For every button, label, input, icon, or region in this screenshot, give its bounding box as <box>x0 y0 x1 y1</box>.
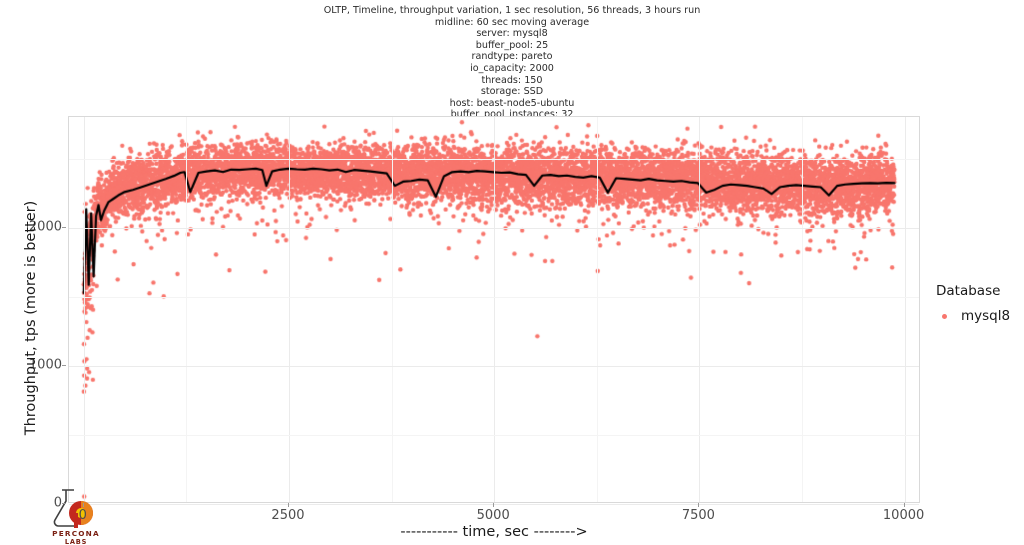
x-tick-mark <box>698 503 700 507</box>
x-tick-label: 10000 <box>882 508 925 523</box>
scatter-plot-canvas <box>69 117 919 502</box>
logo-sub-text: LABS <box>65 538 87 545</box>
x-gridline-minor <box>391 117 393 502</box>
x-gridline <box>699 117 701 502</box>
title-line-8: host: beast-node5-ubuntu <box>449 97 575 109</box>
title-line-3: buffer_pool: 25 <box>475 39 549 51</box>
y-gridline <box>69 227 919 229</box>
legend-title: Database <box>936 283 1001 299</box>
title-line-9: buffer_pool_instances: 32 <box>450 109 574 121</box>
x-tick-label: 0 <box>78 508 87 523</box>
title-line-6: threads: 150 <box>481 74 543 86</box>
x-axis-title: ----------- time, sec --------> <box>400 524 588 540</box>
y-gridline-minor <box>69 434 919 436</box>
x-gridline <box>83 117 85 502</box>
y-gridline-minor <box>69 296 919 298</box>
x-gridline <box>289 117 290 502</box>
y-gridline <box>69 365 919 367</box>
plot-panel <box>68 116 920 505</box>
title-line-2: server: mysql8 <box>476 28 548 40</box>
x-gridline-minor <box>186 117 188 502</box>
y-tick-mark <box>62 226 66 228</box>
logo-brand-text: PERCONA <box>52 529 100 538</box>
title-line-7: storage: SSD <box>480 86 544 98</box>
legend-item-label: mysql8 <box>961 308 1011 324</box>
title-line-0: OLTP, Timeline, throughput variation, 1 … <box>323 5 701 16</box>
y-axis: 0 1000 2000 <box>0 0 62 545</box>
x-tick-mark <box>82 503 84 507</box>
y-axis-title: Throughput, tps (more is better) <box>23 200 39 436</box>
x-gridline <box>904 117 906 502</box>
x-tick-mark <box>903 503 905 507</box>
x-tick-label: 2500 <box>271 508 305 523</box>
x-tick-mark <box>287 503 289 507</box>
flask-icon <box>53 489 77 527</box>
chart-title-block: OLTP, Timeline, throughput variation, 1 … <box>0 5 1024 121</box>
x-gridline-minor <box>802 117 803 502</box>
x-tick-mark <box>493 503 495 507</box>
legend-point-icon <box>936 308 952 324</box>
x-gridline <box>494 117 496 502</box>
y-gridline-minor <box>69 158 919 160</box>
y-tick-mark <box>62 503 66 504</box>
legend-item-mysql8[interactable]: mysql8 <box>936 308 1010 324</box>
title-line-1: midline: 60 sec moving average <box>434 16 590 28</box>
y-tick-label: 2000 <box>28 219 62 235</box>
title-line-4: randtype: pareto <box>471 51 553 63</box>
x-tick-label: 5000 <box>476 508 510 523</box>
x-tick-label: 7500 <box>681 508 715 523</box>
legend: Database mysql8 <box>936 283 1010 324</box>
y-tick-label: 1000 <box>28 357 62 373</box>
y-tick-label: 0 <box>53 495 62 511</box>
percona-p-icon <box>69 501 93 528</box>
x-gridline-minor <box>596 117 598 502</box>
title-line-5: io_capacity: 2000 <box>470 62 554 74</box>
y-tick-mark <box>62 364 66 366</box>
percona-labs-logo: PERCONA LABS <box>48 487 104 545</box>
